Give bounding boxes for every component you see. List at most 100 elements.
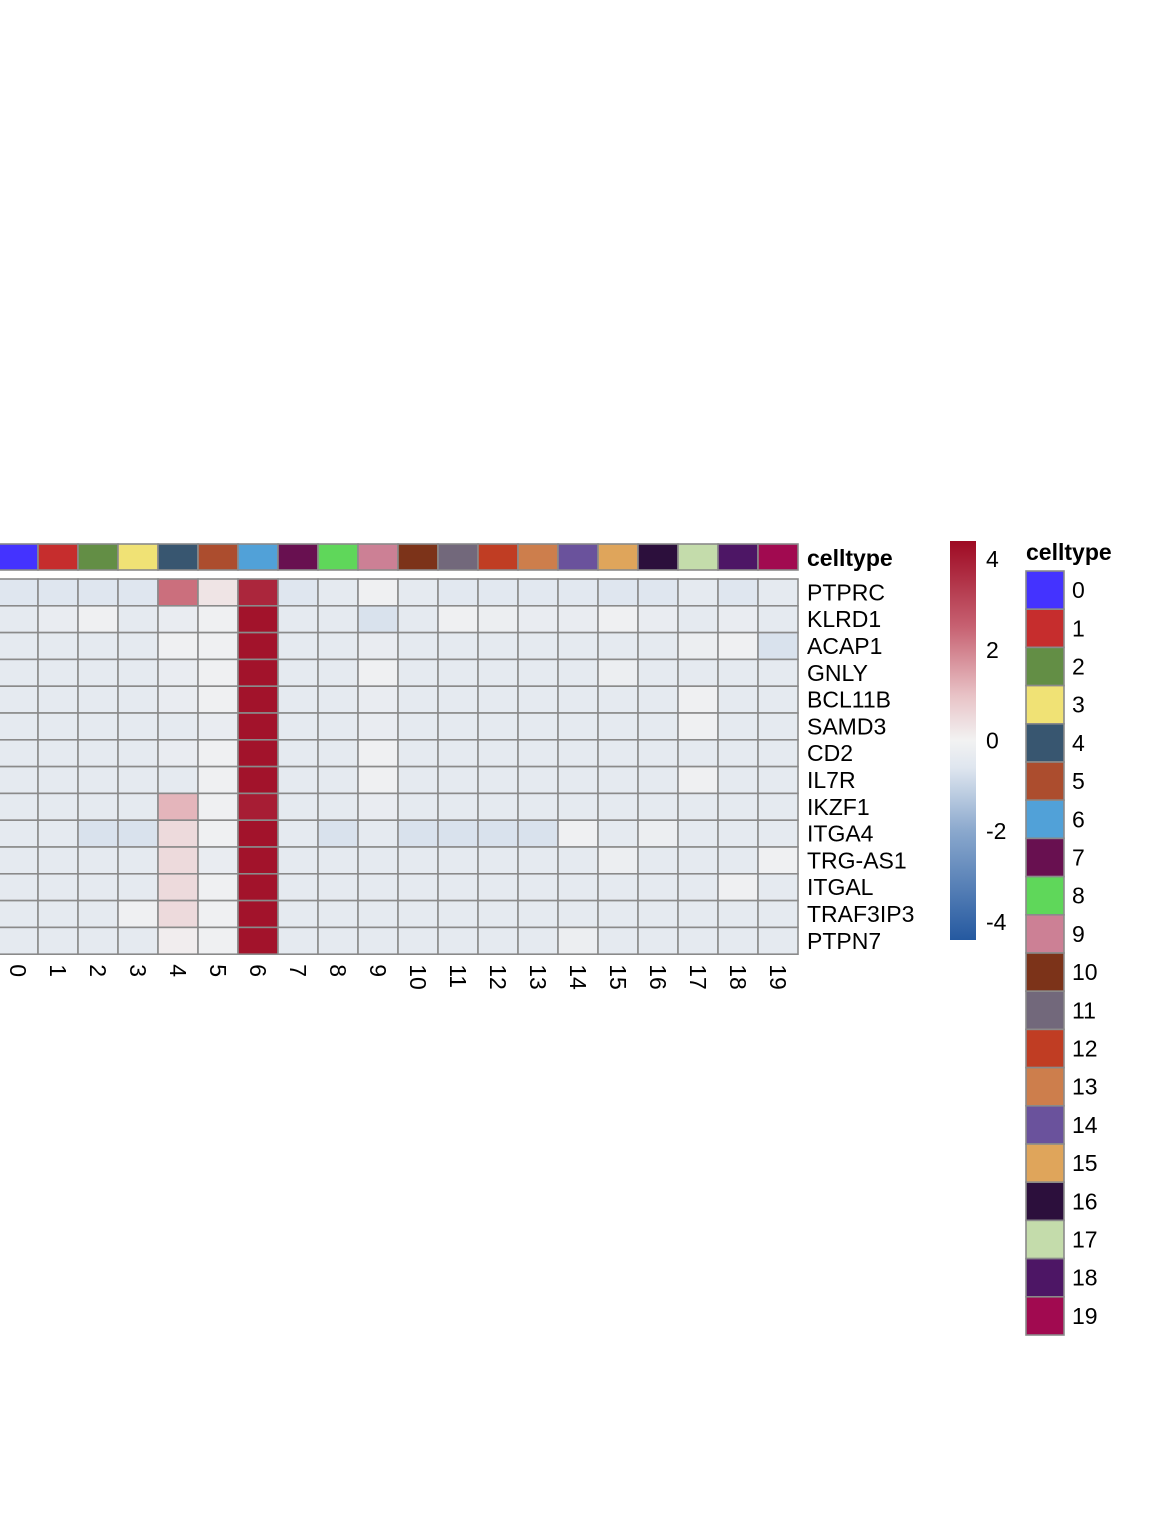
heatmap-cell xyxy=(117,765,159,795)
column-label: 5 xyxy=(205,964,231,977)
heatmap-cell xyxy=(197,872,239,902)
column-label: 17 xyxy=(685,964,711,990)
column-label: 7 xyxy=(285,964,311,977)
heatmap-cell xyxy=(757,872,799,902)
heatmap-cell xyxy=(517,604,559,634)
annotation-cell-18 xyxy=(717,543,759,571)
heatmap-cell xyxy=(157,819,199,848)
heatmap-cell xyxy=(197,631,239,661)
annotation-cell-19 xyxy=(757,543,799,571)
heatmap-cell xyxy=(237,685,279,714)
annotation-cell-6 xyxy=(237,543,279,571)
legend-swatch xyxy=(1025,722,1065,763)
heatmap-cell xyxy=(557,604,599,634)
heatmap-cell xyxy=(437,738,479,768)
heatmap-cell xyxy=(0,872,39,902)
heatmap-cell xyxy=(757,578,799,607)
column-label: 12 xyxy=(485,964,511,990)
heatmap-cell xyxy=(757,899,799,929)
heatmap-cell xyxy=(477,685,519,714)
heatmap-cell xyxy=(157,604,199,634)
annotation-cell-16 xyxy=(637,543,679,571)
heatmap-cell xyxy=(477,846,519,875)
heatmap-cell xyxy=(37,819,79,848)
annotation-cell-14 xyxy=(557,543,599,571)
heatmap-cell xyxy=(37,631,79,661)
heatmap-cell xyxy=(397,712,439,741)
heatmap-cell xyxy=(637,792,679,822)
heatmap-cell xyxy=(157,872,199,902)
heatmap-cell xyxy=(0,658,39,688)
heatmap-cell xyxy=(437,712,479,741)
heatmap-cell xyxy=(277,899,319,929)
heatmap-cell xyxy=(357,604,399,634)
column-label: 1 xyxy=(45,964,71,977)
heatmap-cell xyxy=(757,631,799,661)
heatmap-cell xyxy=(597,819,639,848)
heatmap-cell xyxy=(437,819,479,848)
heatmap-cell xyxy=(517,899,559,929)
heatmap-cell xyxy=(37,712,79,741)
heatmap-cell xyxy=(237,792,279,822)
heatmap-cell xyxy=(0,899,39,929)
heatmap-cell xyxy=(317,926,359,956)
legend-swatch xyxy=(1025,913,1065,954)
heatmap-cell xyxy=(277,712,319,741)
heatmap-cell xyxy=(677,685,719,714)
heatmap-cell xyxy=(677,738,719,768)
legend-label: 15 xyxy=(1072,1150,1098,1176)
column-label: 8 xyxy=(325,964,351,977)
column-label: 2 xyxy=(85,964,111,977)
heatmap-cell xyxy=(557,765,599,795)
heatmap-cell xyxy=(117,899,159,929)
heatmap-cell xyxy=(357,899,399,929)
row-label: TRG-AS1 xyxy=(807,847,907,873)
legend-swatch xyxy=(1025,1143,1065,1184)
heatmap-cell xyxy=(637,738,679,768)
heatmap-cell xyxy=(0,712,39,741)
annotation-cell-1 xyxy=(37,543,79,571)
heatmap-cell xyxy=(197,792,239,822)
heatmap-cell xyxy=(237,604,279,634)
heatmap-cell xyxy=(437,578,479,607)
heatmap-cell xyxy=(437,631,479,661)
heatmap-cell xyxy=(0,792,39,822)
legend-swatch xyxy=(1025,1066,1065,1107)
legend-label: 6 xyxy=(1072,806,1085,832)
heatmap-cell xyxy=(477,738,519,768)
heatmap-cell xyxy=(637,765,679,795)
heatmap-cell xyxy=(597,926,639,956)
annotation-cell-13 xyxy=(517,543,559,571)
heatmap-cell xyxy=(37,926,79,956)
heatmap-cell xyxy=(437,872,479,902)
heatmap-cell xyxy=(517,765,559,795)
heatmap-cell xyxy=(157,846,199,875)
heatmap-cell xyxy=(517,792,559,822)
column-label: 14 xyxy=(565,964,591,990)
heatmap-cell xyxy=(277,578,319,607)
row-label: IKZF1 xyxy=(807,794,870,820)
heatmap-cell xyxy=(557,846,599,875)
heatmap-cell xyxy=(477,899,519,929)
heatmap-cell xyxy=(557,631,599,661)
heatmap-cell xyxy=(597,658,639,688)
legend-label: 4 xyxy=(1072,730,1085,756)
annotation-bar-title: celltype xyxy=(807,545,893,571)
heatmap-cell xyxy=(357,658,399,688)
heatmap-cell xyxy=(77,658,119,688)
legend-swatch xyxy=(1025,684,1065,725)
heatmap-cell xyxy=(317,765,359,795)
heatmap-cell xyxy=(77,819,119,848)
heatmap-cell xyxy=(197,765,239,795)
row-label: IL7R xyxy=(807,767,856,793)
heatmap-cell xyxy=(397,578,439,607)
heatmap-cell xyxy=(637,658,679,688)
annotation-cell-9 xyxy=(357,543,399,571)
heatmap-cell xyxy=(237,819,279,848)
legend-label: 10 xyxy=(1072,959,1098,985)
heatmap-cell xyxy=(37,658,79,688)
heatmap-cell xyxy=(77,872,119,902)
row-label: CD2 xyxy=(807,740,853,766)
heatmap-cell xyxy=(637,578,679,607)
